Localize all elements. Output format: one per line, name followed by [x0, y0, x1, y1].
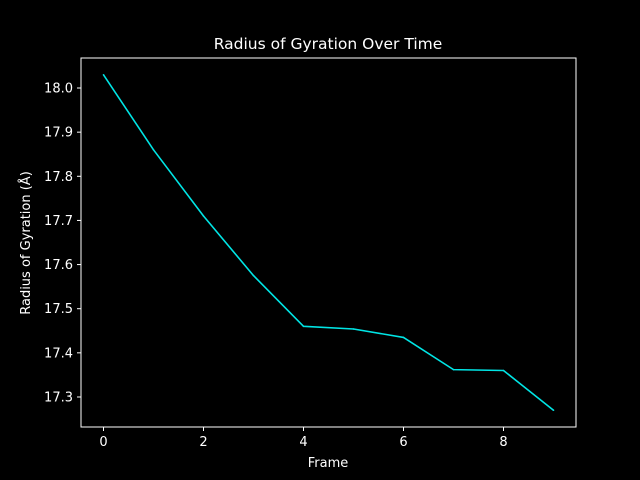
- x-axis-title: Frame: [308, 456, 349, 471]
- x-tick-label: 8: [499, 435, 507, 450]
- y-tick-label: 17.5: [44, 302, 73, 317]
- y-tick-label: 17.4: [44, 346, 73, 361]
- x-tick-label: 0: [99, 435, 107, 450]
- series-line: [102, 74, 554, 411]
- y-tick-label: 17.8: [44, 170, 73, 185]
- data-point: [452, 368, 455, 371]
- x-tick-label: 2: [199, 435, 207, 450]
- data-point: [552, 409, 555, 412]
- x-tick-label: 4: [299, 435, 307, 450]
- data-point: [102, 73, 105, 76]
- y-tick-label: 17.3: [44, 390, 73, 405]
- y-axis-title: Radius of Gyration (Å): [18, 171, 34, 315]
- chart-title: Radius of Gyration Over Time: [214, 35, 443, 53]
- data-point: [152, 149, 155, 151]
- data-point: [252, 274, 255, 277]
- plot-area: 0 2 4 6 8 17.3 17.4 17.5 17.6 17.7 17.8 17.9 18.0: [44, 57, 577, 450]
- y-tick-label: 18.0: [44, 82, 73, 97]
- data-point: [202, 215, 205, 217]
- y-tick-label: 17.9: [44, 126, 73, 141]
- data-point: [352, 328, 355, 330]
- x-tick-label: 6: [399, 435, 407, 450]
- data-point: [302, 325, 305, 328]
- y-tick-label: 17.7: [44, 214, 73, 229]
- data-point: [502, 369, 505, 372]
- y-tick-label: 17.6: [44, 258, 73, 273]
- plot-frame: [80, 57, 577, 428]
- data-point: [402, 336, 405, 339]
